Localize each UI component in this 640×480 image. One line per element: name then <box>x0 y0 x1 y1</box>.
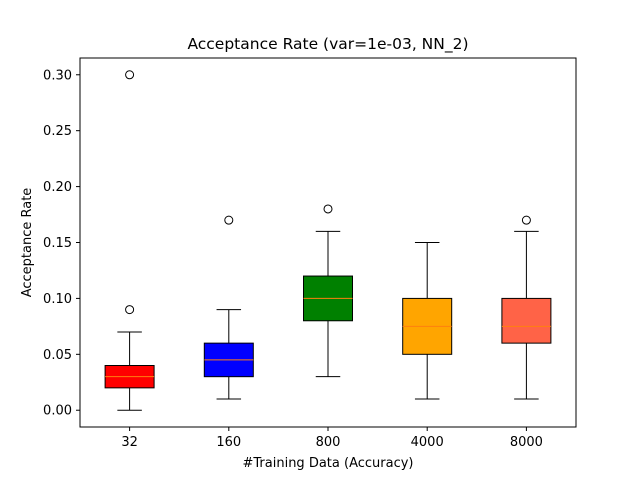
y-tick-label: 0.15 <box>43 236 72 251</box>
outlier-point <box>125 305 135 315</box>
outlier-point <box>521 215 531 225</box>
y-tick-label: 0.10 <box>43 292 72 307</box>
x-tick-label: 4000 <box>411 435 444 450</box>
y-tick-label: 0.20 <box>43 180 72 195</box>
x-tick-label: 32 <box>121 435 138 450</box>
y-tick-label: 0.30 <box>43 68 72 83</box>
outlier-point <box>323 204 333 214</box>
chart-title: Acceptance Rate (var=1e-03, NN_2) <box>187 35 468 54</box>
y-tick-label: 0.00 <box>43 404 72 419</box>
outlier-point <box>224 215 234 225</box>
x-axis-label: #Training Data (Accuracy) <box>243 456 414 471</box>
box-iqr <box>501 297 552 344</box>
y-axis-label: Acceptance Rate <box>20 188 35 298</box>
outlier-point <box>125 70 135 80</box>
y-tick-label: 0.05 <box>43 348 72 363</box>
x-tick-label: 8000 <box>510 435 543 450</box>
x-tick-label: 800 <box>316 435 341 450</box>
x-tick-label: 160 <box>216 435 241 450</box>
y-tick-label: 0.25 <box>43 124 72 139</box>
plot-area <box>104 70 552 411</box>
